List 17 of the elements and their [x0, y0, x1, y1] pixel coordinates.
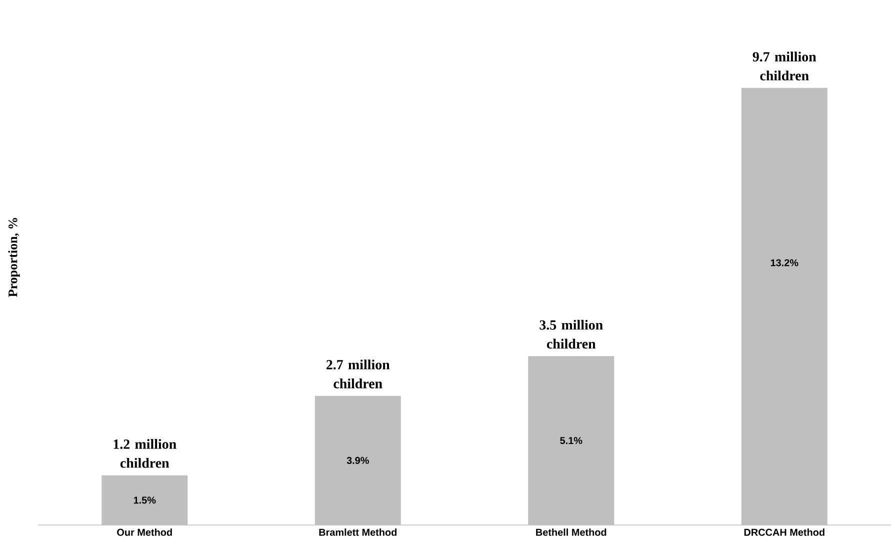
y-axis-title: Proportion, %: [8, 218, 20, 297]
data-label: 1.5%: [134, 496, 156, 504]
bar: [528, 356, 614, 525]
data-label: 3.9%: [346, 456, 369, 464]
x-tick-label: Our Method: [117, 528, 172, 536]
data-label: 5.1%: [560, 437, 582, 444]
annotation: 1.2 million children: [114, 439, 176, 468]
data-label: 13.2%: [770, 259, 798, 266]
x-tick-label: Bramlett Method: [319, 528, 397, 536]
bar: [102, 475, 188, 525]
annotation: 3.5 million children: [540, 320, 603, 349]
bar: [314, 396, 401, 525]
text: 9.7 million children: [752, 52, 816, 80]
bar: [741, 88, 828, 525]
annotation: 2.7 million children: [326, 360, 390, 388]
x-tick-label: DRCCAH Method: [744, 528, 824, 536]
x-tick-label: Bethell Method: [536, 528, 606, 536]
